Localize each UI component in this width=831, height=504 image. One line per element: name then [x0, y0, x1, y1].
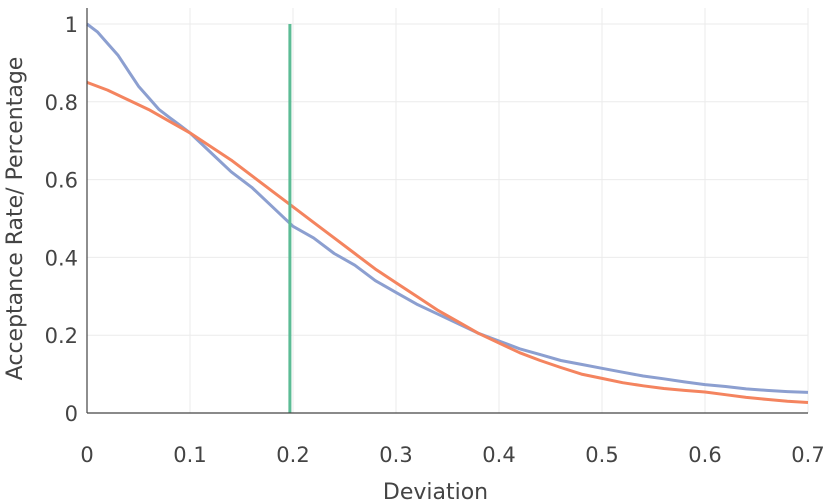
- x-axis-title: Deviation: [383, 480, 488, 504]
- y-tick-label: 0.8: [45, 91, 78, 115]
- axes: [86, 8, 808, 414]
- x-tick-label: 0.7: [791, 443, 824, 467]
- y-tick-label: 0.6: [45, 169, 78, 193]
- tick-labels: 0 0.1 0.2 0.3 0.4 0.5 0.6 0.7 0 0.2 0.4 0.6 0.8 1: [45, 13, 825, 467]
- x-tick-label: 0.4: [482, 443, 515, 467]
- y-tick-label: 0.2: [45, 324, 78, 348]
- x-tick-label: 0.3: [379, 443, 412, 467]
- series-layer: [86, 22, 809, 413]
- x-tick-label: 0.2: [276, 443, 309, 467]
- series-line-1: [86, 22, 809, 394]
- y-tick-label: 0.4: [45, 246, 78, 270]
- y-tick-label: 0: [65, 402, 78, 426]
- x-tick-label: 0: [80, 443, 93, 467]
- x-tick-label: 0.5: [585, 443, 618, 467]
- x-tick-label: 0.6: [688, 443, 721, 467]
- series-line-2: [86, 80, 809, 404]
- y-axis-title: Acceptance Rate/ Percentage: [3, 57, 28, 381]
- grid: [87, 8, 809, 413]
- x-tick-label: 0.1: [173, 443, 206, 467]
- y-tick-label: 1: [65, 13, 78, 37]
